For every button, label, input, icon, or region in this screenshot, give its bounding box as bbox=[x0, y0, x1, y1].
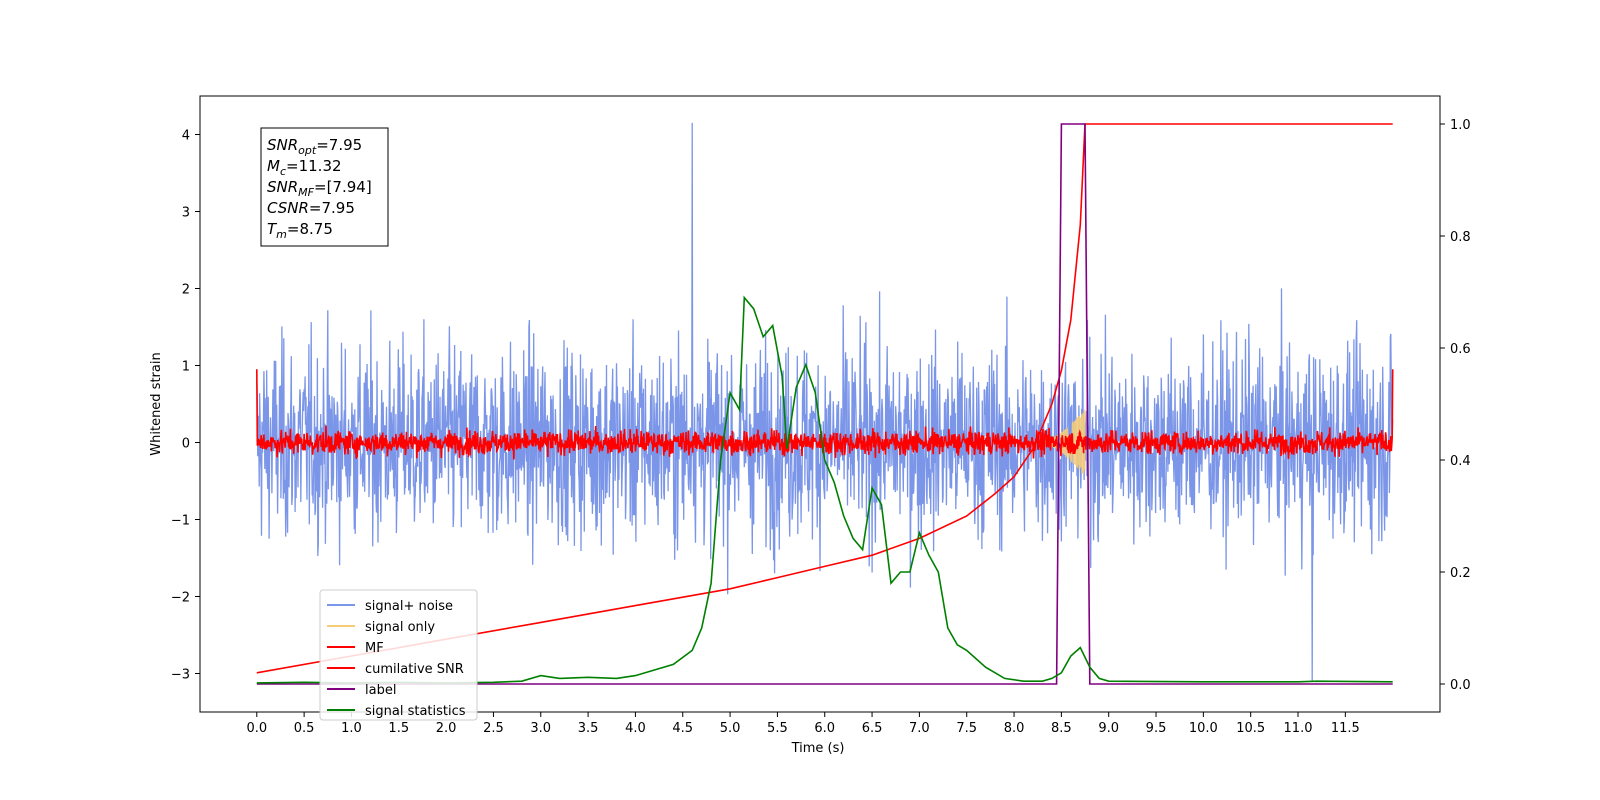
x-tick-label: 2.5 bbox=[483, 721, 504, 736]
x-axis: 0.0 0.5 1.0 1.5 2.0 2.5 3.0 3.5 4.0 4.5 5.0 5.5 6.0 6… bbox=[246, 712, 1360, 736]
x-tick-label: 1.5 bbox=[388, 721, 409, 736]
legend-label: label bbox=[365, 683, 396, 698]
y-axis-right: 1.0 0.8 0.6 0.4 0.2 0.0 bbox=[1440, 118, 1471, 693]
legend-label: signal statistics bbox=[365, 704, 466, 719]
legend-label: signal+ noise bbox=[365, 599, 453, 614]
y-tick-label: 4 bbox=[182, 129, 190, 144]
x-tick-label: 9.5 bbox=[1146, 721, 1167, 736]
y2-tick-label: 0.8 bbox=[1450, 230, 1471, 245]
annotation-line: Tm=8.75 bbox=[267, 220, 333, 241]
x-axis-label: Time (s) bbox=[791, 741, 845, 756]
annotation-box: SNRopt=7.95Mc=11.32SNRMF=[7.94]CSNR=7.95… bbox=[260, 127, 389, 247]
x-tick-label: 3.5 bbox=[578, 721, 599, 736]
annotation-line: CSNR=7.95 bbox=[267, 199, 355, 217]
legend-label: signal only bbox=[365, 620, 435, 635]
y-axis-left: 4 3 2 1 0 −1 −2 −3 bbox=[171, 129, 200, 683]
x-tick-label: 1.0 bbox=[341, 721, 362, 736]
x-tick-label: 7.5 bbox=[956, 721, 977, 736]
y-tick-label: −2 bbox=[171, 591, 190, 606]
legend-label: MF bbox=[365, 641, 384, 656]
y2-tick-label: 0.4 bbox=[1450, 454, 1471, 469]
x-tick-label: 0.0 bbox=[246, 721, 267, 736]
y-tick-label: 2 bbox=[182, 283, 190, 298]
axes-frame bbox=[199, 95, 1441, 713]
x-tick-label: 5.5 bbox=[767, 721, 788, 736]
series-signal-noise bbox=[256, 122, 1394, 682]
plot-area bbox=[256, 122, 1394, 685]
x-tick-label: 4.5 bbox=[672, 721, 693, 736]
y-axis-label: Whitened strain bbox=[149, 352, 164, 455]
x-tick-label: 2.0 bbox=[436, 721, 457, 736]
y2-tick-label: 1.0 bbox=[1450, 118, 1471, 133]
x-tick-label: 11.0 bbox=[1284, 721, 1313, 736]
x-tick-label: 5.0 bbox=[720, 721, 741, 736]
annotation-line: SNRopt=7.95 bbox=[267, 136, 362, 157]
x-tick-label: 11.5 bbox=[1331, 721, 1360, 736]
x-tick-label: 0.5 bbox=[294, 721, 315, 736]
x-tick-label: 10.5 bbox=[1236, 721, 1265, 736]
legend-label: cumilative SNR bbox=[365, 662, 464, 677]
legend: signal+ noise signal only MF cumilative SNR… bbox=[319, 589, 478, 721]
series-cumilative-snr bbox=[256, 123, 1393, 674]
y-tick-label: −1 bbox=[171, 514, 190, 529]
y2-tick-label: 0.2 bbox=[1450, 566, 1471, 581]
annotation-line: Mc=11.32 bbox=[267, 157, 342, 178]
series-mf bbox=[256, 369, 1394, 460]
x-tick-label: 10.0 bbox=[1189, 721, 1218, 736]
x-tick-label: 6.5 bbox=[862, 721, 883, 736]
annotation-line: SNRMF=[7.94] bbox=[267, 178, 372, 199]
y-tick-label: 3 bbox=[182, 206, 190, 221]
x-tick-label: 3.0 bbox=[530, 721, 551, 736]
y-tick-label: 0 bbox=[182, 437, 190, 452]
x-tick-label: 7.0 bbox=[909, 721, 930, 736]
x-tick-label: 8.5 bbox=[1051, 721, 1072, 736]
x-tick-label: 9.0 bbox=[1098, 721, 1119, 736]
series-signal-statistics bbox=[256, 295, 1393, 684]
y-tick-label: −3 bbox=[171, 668, 190, 683]
x-tick-label: 6.0 bbox=[814, 721, 835, 736]
x-tick-label: 8.0 bbox=[1004, 721, 1025, 736]
y-tick-label: 1 bbox=[182, 360, 190, 375]
y2-tick-label: 0.6 bbox=[1450, 342, 1471, 357]
y2-tick-label: 0.0 bbox=[1450, 678, 1471, 693]
series-label bbox=[256, 123, 1393, 685]
x-tick-label: 4.0 bbox=[625, 721, 646, 736]
